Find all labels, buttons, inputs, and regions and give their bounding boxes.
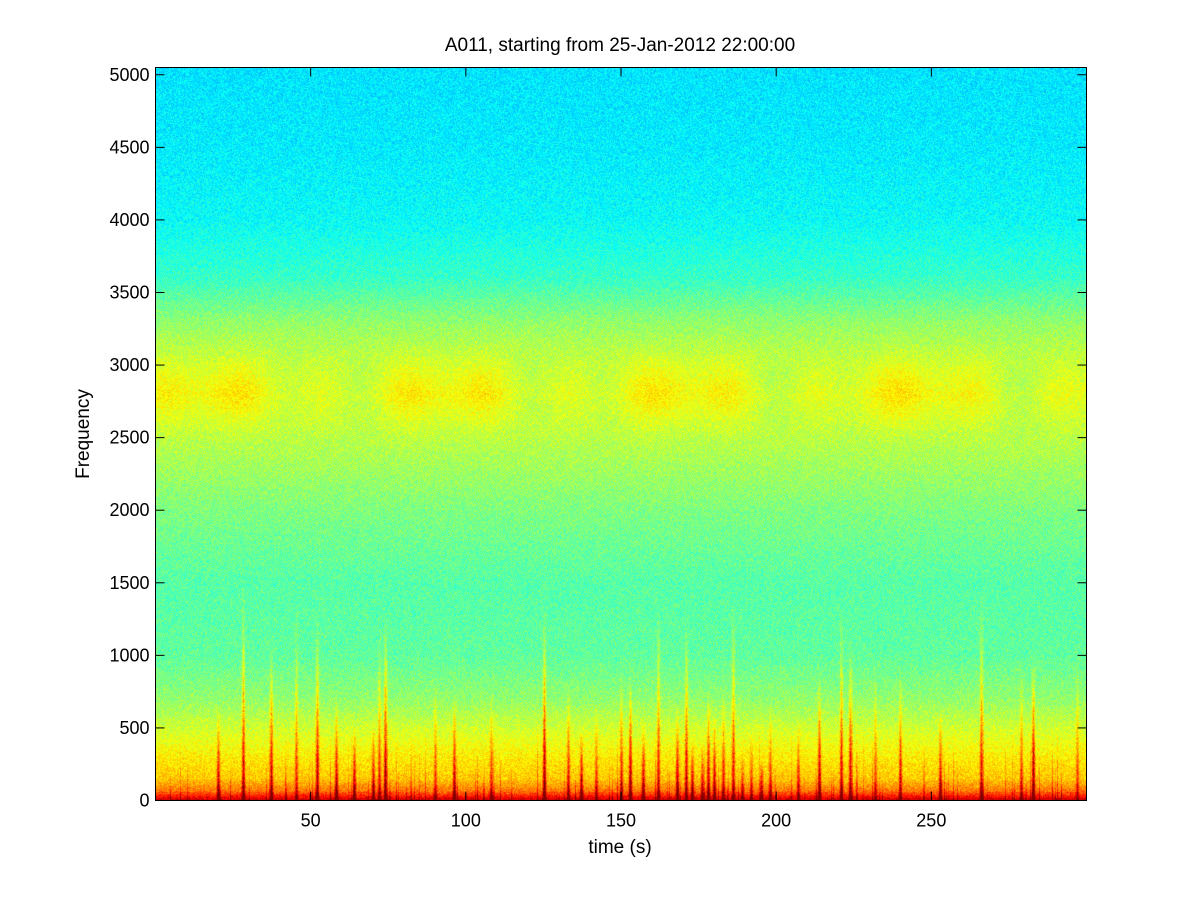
- y-tick-label: 2500: [109, 428, 149, 448]
- x-tick-label: 150: [606, 811, 636, 831]
- y-tick-label: 500: [119, 718, 149, 738]
- y-tick-label: 3000: [109, 355, 149, 375]
- x-tick-label: 100: [451, 811, 481, 831]
- y-axis: 0 500 1000 1500 2000 2500 3000 3500 4000 4500 5000: [109, 65, 1087, 811]
- y-tick-label: 1000: [109, 645, 149, 665]
- y-tick-label: 3500: [109, 282, 149, 302]
- y-axis-label: Frequency: [73, 389, 94, 479]
- y-tick-label: 2000: [109, 500, 149, 520]
- y-tick-label: 1500: [109, 573, 149, 593]
- x-tick-label: 250: [916, 811, 946, 831]
- x-axis: 50 100 150 200 250: [301, 67, 946, 831]
- y-tick-label: 4500: [109, 137, 149, 157]
- y-tick-label: 4000: [109, 210, 149, 230]
- spectrogram-heatmap: [156, 68, 1086, 801]
- x-tick-label: 50: [301, 811, 321, 831]
- plot-area: [156, 68, 1086, 801]
- x-tick-label: 200: [761, 811, 791, 831]
- chart-title: A011, starting from 25-Jan-2012 22:00:00: [445, 35, 795, 56]
- y-tick-label: 5000: [109, 65, 149, 85]
- x-axis-label: time (s): [588, 837, 651, 858]
- y-tick-label: 0: [139, 791, 149, 811]
